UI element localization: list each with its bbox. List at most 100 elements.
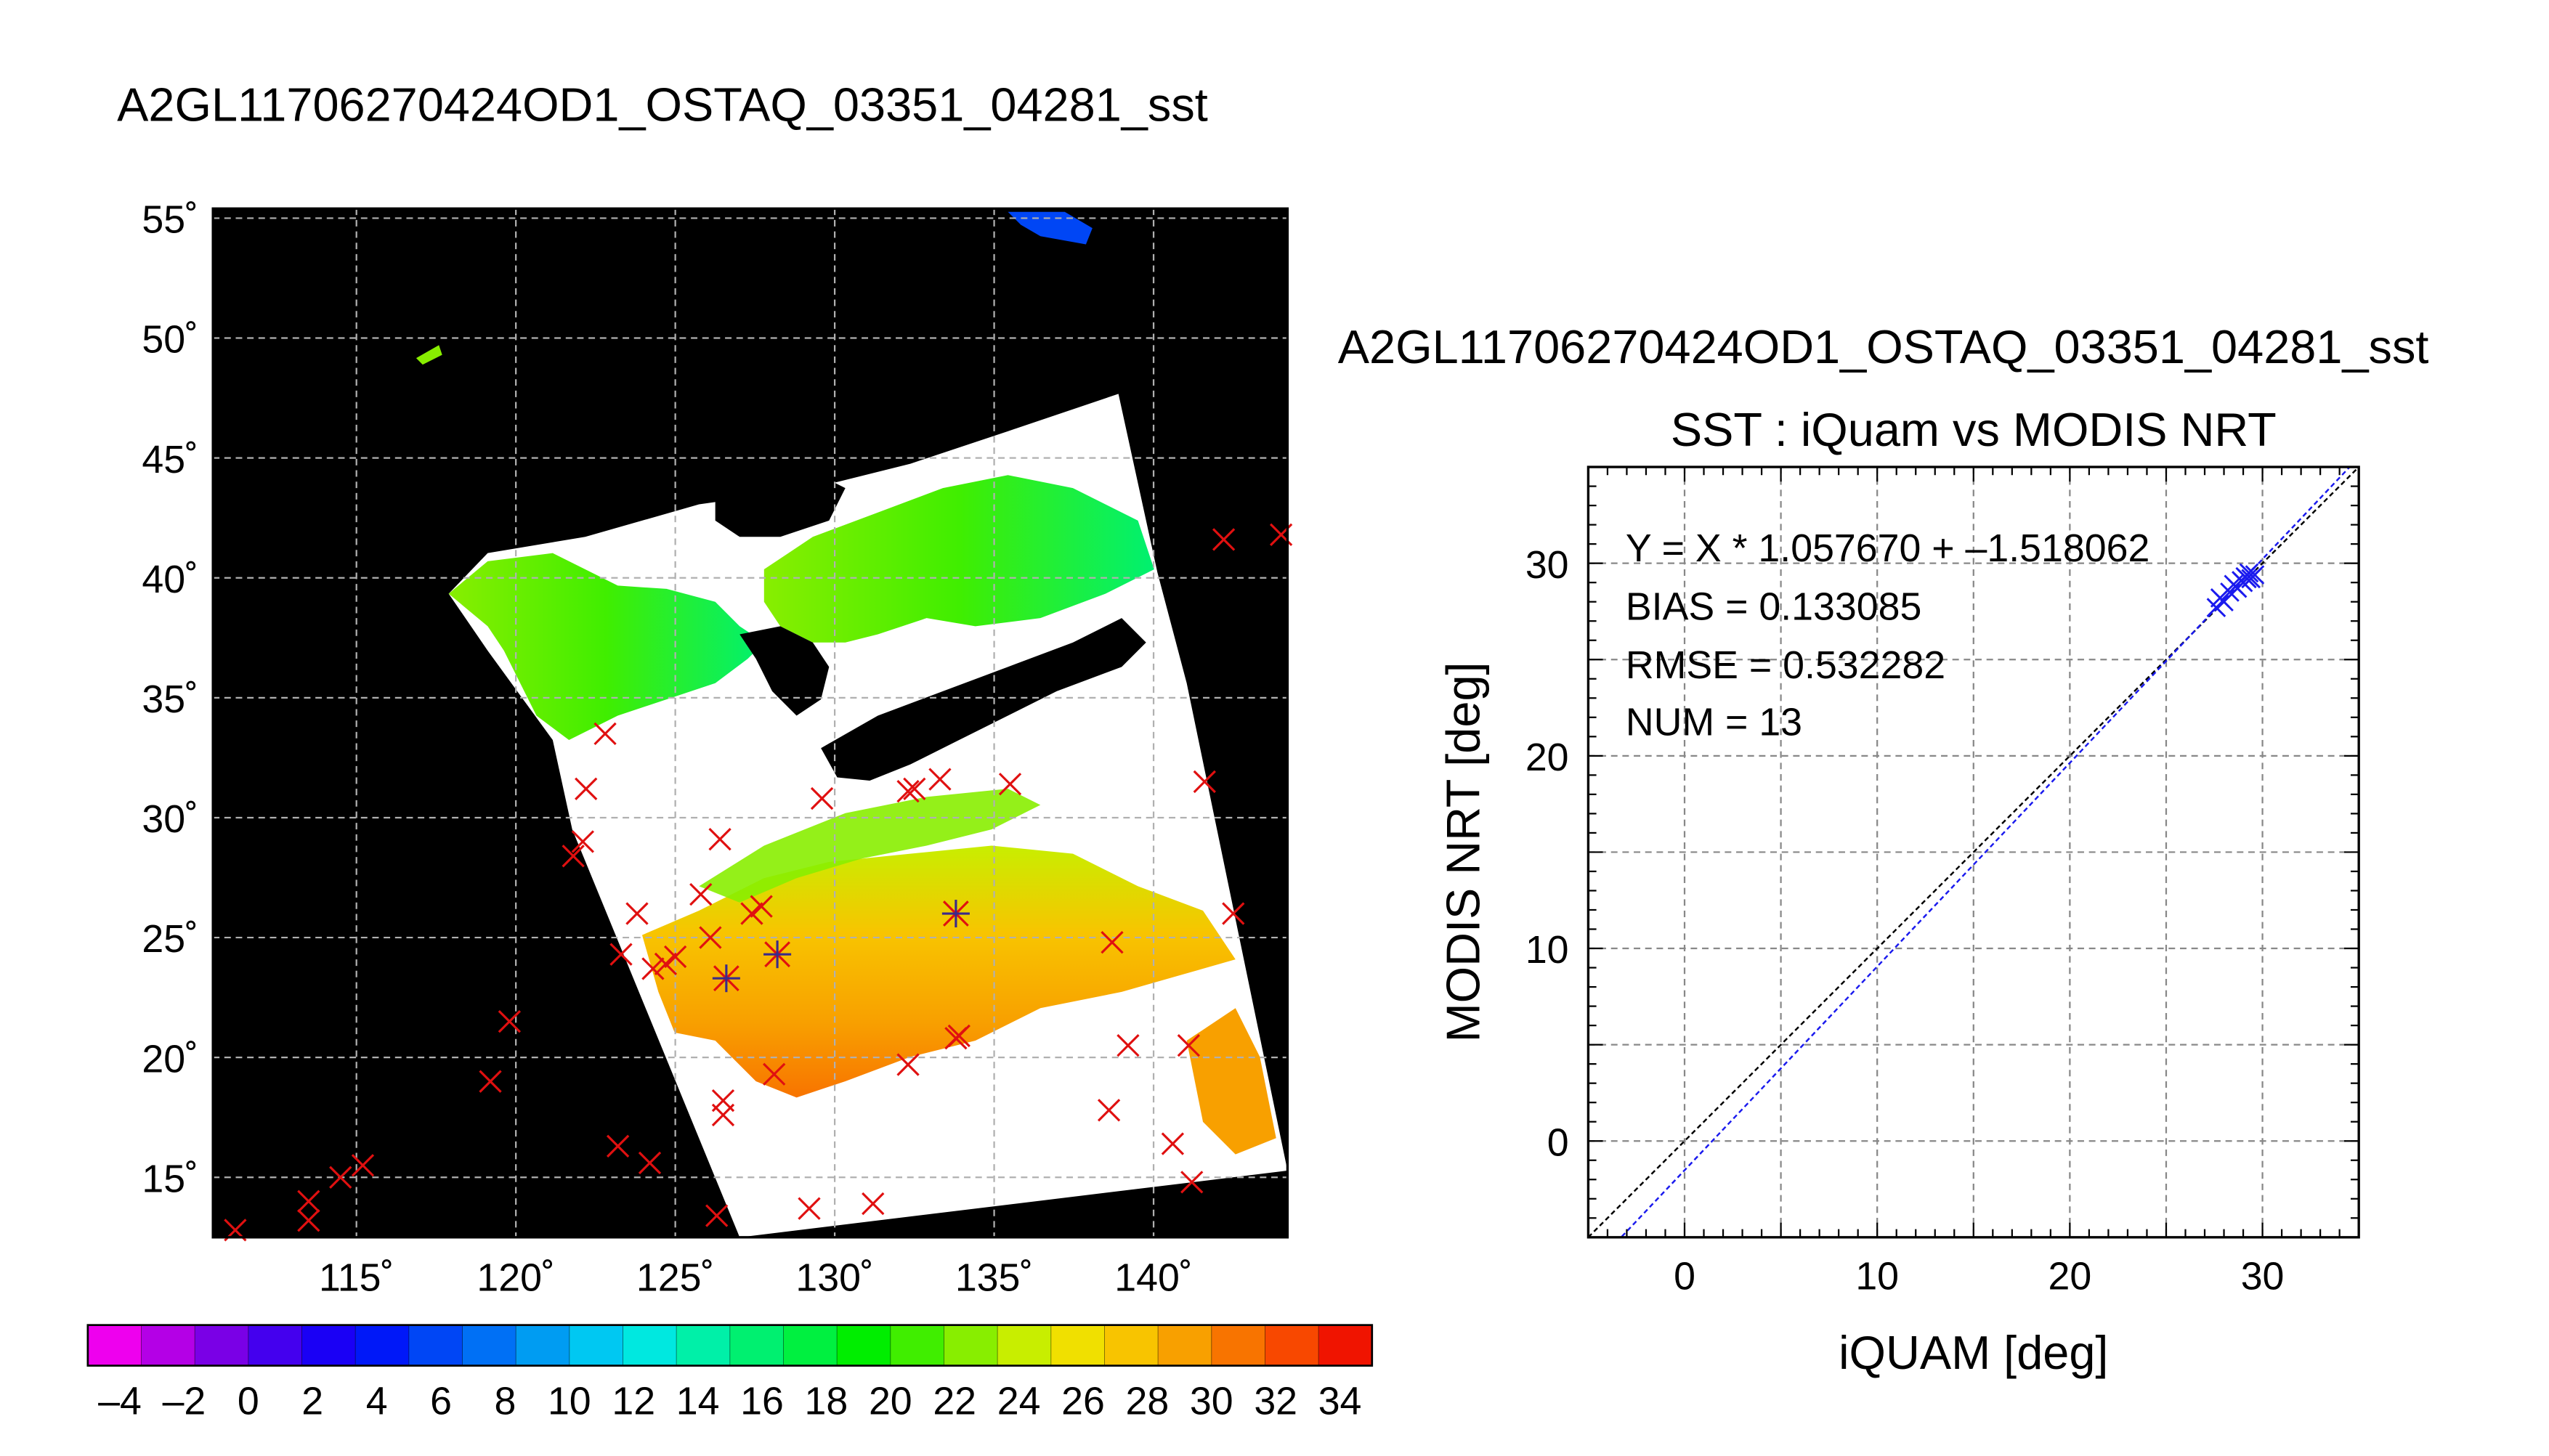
- colorbar-tick-label: 2: [301, 1380, 323, 1423]
- scatter-y-tick-labels: 0 10 20 30: [1525, 543, 1569, 1165]
- stat-rmse: RMSE = 0.532282: [1626, 643, 1945, 687]
- lat-tick-label: 50˚: [142, 318, 198, 362]
- colorbar-frame: [86, 1324, 1374, 1367]
- insitu-marker: [903, 777, 926, 800]
- colorbar-cell: [1265, 1325, 1320, 1366]
- sst-south-band: [641, 845, 1236, 1098]
- scatter-gridlines: [1588, 467, 2359, 1237]
- colorbar-tick-label: 30: [1190, 1380, 1233, 1423]
- stat-regression: Y = X * 1.057670 + –1.518062: [1626, 526, 2149, 570]
- identity-line: [1588, 467, 2359, 1237]
- scatter-x-axis-label: iQUAM [deg]: [1839, 1326, 2108, 1379]
- lat-tick-label: 15˚: [142, 1157, 198, 1200]
- insitu-marker: [1222, 902, 1245, 925]
- insitu-marker: [638, 1151, 662, 1175]
- colorbar-cell: [729, 1325, 785, 1366]
- colorbar-cell: [248, 1325, 303, 1366]
- colorbar-tick-label: 12: [612, 1380, 655, 1423]
- scatter-points: [2206, 563, 2265, 617]
- colorbar-cell: [623, 1325, 678, 1366]
- insitu-matched-marker: [712, 964, 740, 993]
- scatter-y-axis-label: MODIS NRT [deg]: [1436, 662, 1489, 1042]
- insitu-marker: [297, 1209, 320, 1232]
- colorbar-cell: [1318, 1325, 1373, 1366]
- colorbar-tick-label: 20: [869, 1380, 912, 1423]
- lat-tick-label: 25˚: [142, 917, 198, 961]
- colorbar-cell: [301, 1325, 357, 1366]
- insitu-marker: [750, 895, 773, 918]
- insitu-marker: [896, 1053, 920, 1076]
- sst-east-orange: [1186, 1008, 1276, 1155]
- land-north: [715, 471, 846, 537]
- insitu-marker: [625, 902, 649, 925]
- insitu-marker: [1097, 1099, 1121, 1122]
- colorbar-cell: [1211, 1325, 1266, 1366]
- scatter-x-tick: 10: [1855, 1254, 1899, 1298]
- insitu-marker: [928, 768, 952, 791]
- colorbar-tick-label: 22: [933, 1380, 976, 1423]
- scatter-y-tick: 10: [1525, 928, 1569, 972]
- insitu-marker: [763, 1062, 786, 1086]
- colorbar-cell: [408, 1325, 463, 1366]
- colorbar-labels: –4 –2 0 2 4 6 8 10 12 14 16 18 20 22 24 26 28 30 32 34: [98, 1380, 1361, 1423]
- colorbar-cell: [516, 1325, 570, 1366]
- colorbar-tick-label: –4: [98, 1380, 142, 1423]
- stats-block: Y = X * 1.057670 + –1.518062 BIAS = 0.13…: [1626, 526, 2149, 744]
- map-panel: 55˚ 50˚ 45˚ 40˚ 35˚ 30˚ 25˚ 20˚ 15˚ 115˚ 120˚ 125˚…: [142, 198, 1293, 1300]
- scatter-x-tick: 20: [2048, 1254, 2092, 1298]
- colorbar-cell: [676, 1325, 731, 1366]
- land-japan: [821, 618, 1146, 781]
- insitu-marker: [329, 1166, 352, 1189]
- scatter-point: [2239, 563, 2259, 583]
- colorbar-cell: [355, 1325, 410, 1366]
- colorbar-cell: [944, 1325, 999, 1366]
- insitu-marker: [862, 1192, 885, 1216]
- colorbar-cell: [1158, 1325, 1212, 1366]
- insitu-marker: [1212, 528, 1236, 551]
- scatter-frame: [1586, 465, 2360, 1239]
- insitu-matched-marker: [941, 900, 970, 928]
- colorbar-tick-label: 24: [997, 1380, 1041, 1423]
- colorbar: –4 –2 0 2 4 6 8 10 12 14 16 18 20 22 24 26 28 30 32 34: [86, 1324, 1374, 1423]
- sst-sea-of-japan: [763, 475, 1154, 643]
- lon-tick-label: 130˚: [795, 1256, 873, 1300]
- insitu-marker: [575, 777, 598, 800]
- colorbar-cell: [87, 1325, 142, 1366]
- insitu-marker: [1193, 770, 1216, 794]
- scatter-point: [2206, 598, 2226, 617]
- insitu-marker: [708, 828, 732, 851]
- insitu-marker: [641, 957, 665, 980]
- colorbar-cell: [783, 1325, 838, 1366]
- scatter-panel: 0 10 20 30 0 10 20 30 Y = X * 1.057670 + –1.51…: [1436, 465, 2360, 1379]
- colorbar-tick-label: 32: [1254, 1380, 1297, 1423]
- colorbar-cell: [195, 1325, 249, 1366]
- colorbar-tick-label: 28: [1126, 1380, 1170, 1423]
- lon-tick-label: 120˚: [477, 1256, 554, 1300]
- scatter-x-tick: 30: [2241, 1254, 2285, 1298]
- colorbar-cell: [997, 1325, 1052, 1366]
- insitu-marker: [663, 945, 687, 969]
- colorbar-tick-label: 16: [740, 1380, 784, 1423]
- map-frame: [211, 207, 1289, 1239]
- insitu-marker: [606, 1134, 630, 1158]
- lat-tick-label: 55˚: [142, 198, 198, 242]
- sst-yellow-sea: [448, 553, 764, 741]
- colorbar-cell: [1104, 1325, 1159, 1366]
- insitu-marker: [297, 1189, 320, 1213]
- insitu-marker: [1101, 931, 1124, 954]
- colorbar-tick-label: 34: [1318, 1380, 1362, 1423]
- lat-tick-label: 30˚: [142, 797, 198, 841]
- insitu-marker: [654, 952, 678, 976]
- lon-tick-label: 115˚: [319, 1256, 394, 1300]
- insitu-marker: [571, 830, 594, 853]
- colorbar-cell: [141, 1325, 196, 1366]
- insitu-markers: [224, 523, 1293, 1242]
- insitu-marker: [947, 1024, 970, 1048]
- insitu-marker: [593, 722, 617, 746]
- map-gridlines: [213, 208, 1288, 1237]
- lat-tick-label: 35˚: [142, 678, 198, 721]
- insitu-marker: [705, 1204, 729, 1227]
- latitude-labels: 55˚ 50˚ 45˚ 40˚ 35˚ 30˚ 25˚ 20˚ 15˚: [142, 198, 198, 1201]
